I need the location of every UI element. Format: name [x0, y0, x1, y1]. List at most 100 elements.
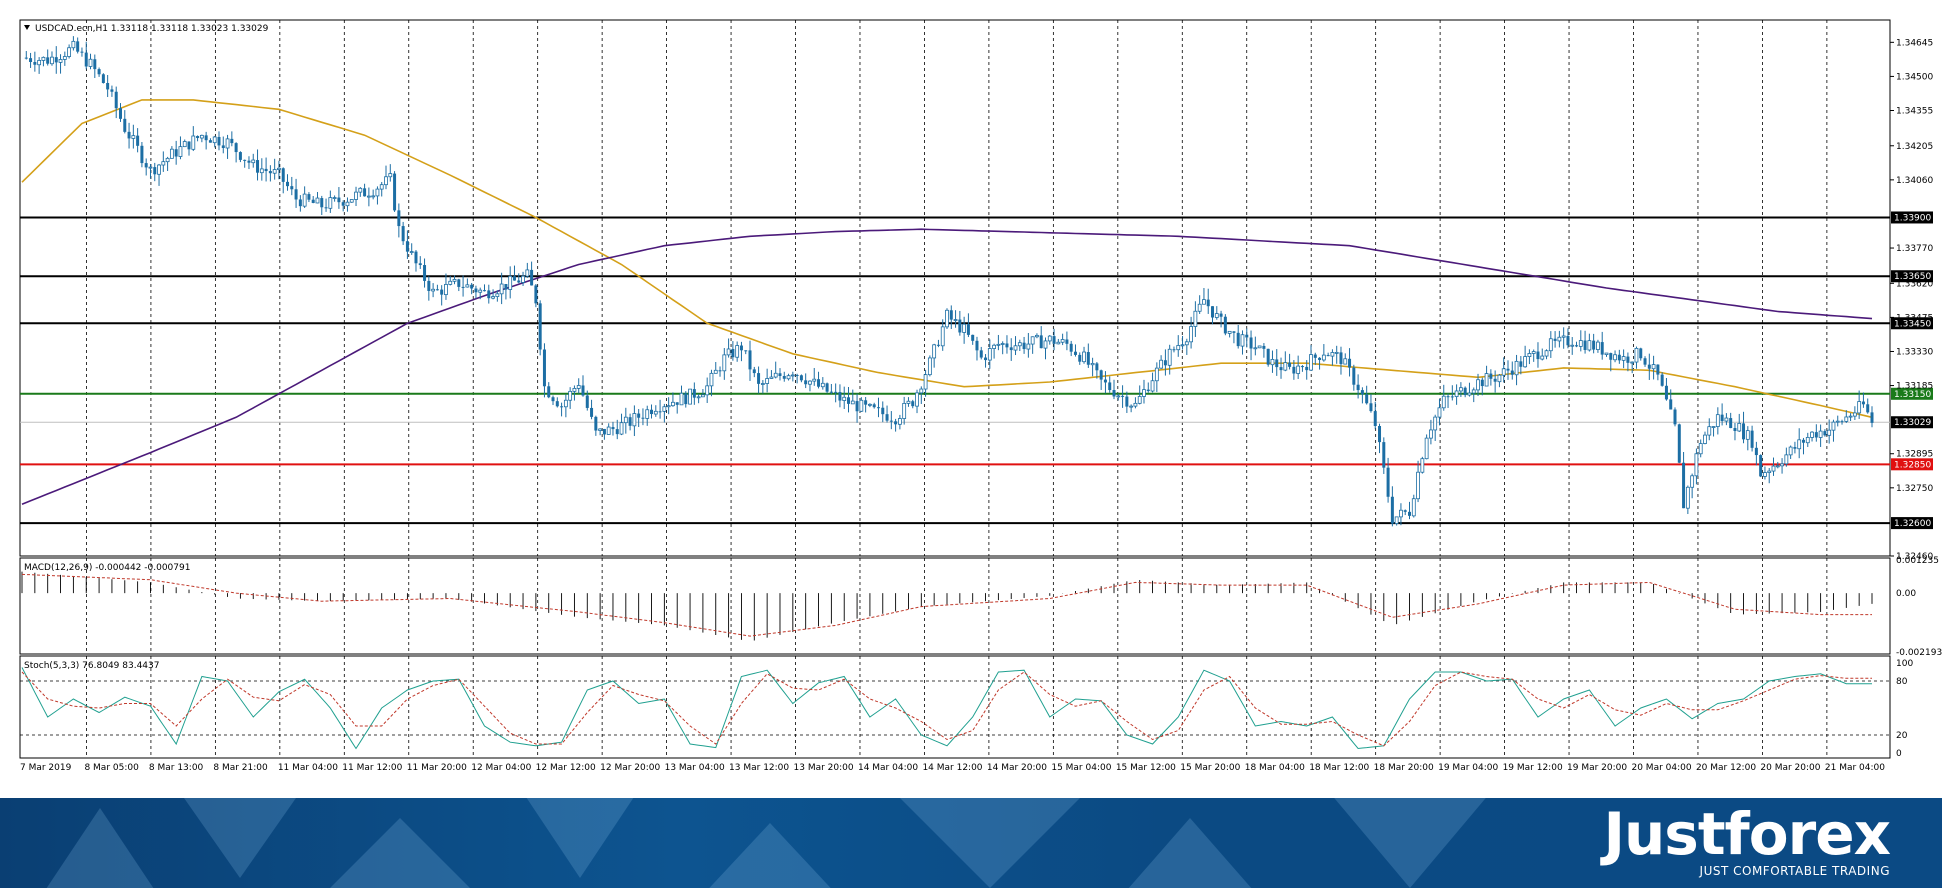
candle-body-up: [576, 385, 581, 389]
candle-body-down: [829, 391, 833, 393]
candle-body-down: [1669, 399, 1673, 410]
candle-body-down: [1112, 390, 1116, 397]
time-tick-label: 8 Mar 21:00: [213, 763, 268, 773]
candle-body-down: [427, 280, 431, 291]
candle-body-down: [1275, 359, 1279, 368]
time-tick-label: 21 Mar 04:00: [1825, 763, 1885, 773]
time-tick-label: 18 Mar 12:00: [1309, 763, 1369, 773]
candle-body-down: [1103, 379, 1107, 383]
candle-body-down: [650, 409, 654, 415]
candle-body-up: [161, 161, 166, 166]
candle-body-up: [1690, 475, 1695, 488]
candle-body-down: [24, 57, 28, 59]
candle-body-up: [1810, 431, 1814, 438]
candle-body-up: [919, 388, 924, 394]
candle-body-up: [1411, 498, 1416, 517]
candle-body-up: [1557, 336, 1562, 342]
macd-tick-label: 0.00: [1896, 589, 1916, 599]
price-tick-label: 1.34645: [1896, 38, 1933, 48]
candle-body-down: [29, 58, 33, 63]
candle-body-down: [538, 303, 542, 350]
time-tick-label: 20 Mar 04:00: [1631, 763, 1691, 773]
moving-averages: [21, 99, 1873, 506]
candle-body-down: [1073, 351, 1077, 355]
candle-body-up: [1527, 353, 1532, 357]
candle-body-down: [752, 369, 756, 374]
candle-body-up: [1540, 355, 1545, 360]
candle-body-down: [757, 373, 761, 384]
time-tick-label: 19 Mar 20:00: [1567, 763, 1627, 773]
candle-body-up: [1570, 344, 1575, 347]
candle-body-down: [1566, 335, 1570, 346]
candle-body-down: [817, 379, 821, 387]
candle-body-down: [1236, 332, 1240, 347]
candle-body-up: [1651, 364, 1656, 370]
candle-body-down: [1009, 347, 1013, 351]
candle-body-up: [705, 385, 710, 396]
price-tick-label: 1.33330: [1896, 347, 1933, 357]
candle-body-down: [1232, 331, 1236, 333]
candle-body-down: [281, 168, 285, 182]
candle-body-down: [1617, 354, 1621, 361]
candle-body-down: [474, 288, 478, 293]
candle-body-down: [975, 340, 979, 351]
candle-body-up: [1694, 453, 1699, 477]
candle-body-down: [264, 168, 268, 172]
candle-body-up: [1698, 443, 1703, 455]
candle-body-down: [393, 173, 397, 211]
candle-body-down: [718, 370, 722, 372]
candle-body-down: [1408, 511, 1411, 516]
candle-body-up: [962, 323, 967, 333]
candle-body-down: [581, 385, 585, 396]
time-tick-label: 19 Mar 12:00: [1503, 763, 1563, 773]
price-level-tag: [1891, 517, 1933, 530]
time-tick-label: 15 Mar 20:00: [1180, 763, 1240, 773]
stoch-label: Stoch(5,3,3) 76.8049 83.4437: [24, 661, 159, 671]
time-tick-label: 13 Mar 12:00: [729, 763, 789, 773]
candle-body-down: [560, 406, 564, 408]
candle-body-up: [354, 191, 358, 200]
candle-body-up: [182, 141, 187, 148]
candle-body-up: [1548, 338, 1553, 352]
triangle-down-icon[interactable]: [24, 25, 30, 30]
candle-body-up: [1133, 402, 1138, 407]
candle-body-down: [46, 57, 50, 64]
candle-body-down: [234, 143, 238, 153]
candle-body-up: [1330, 352, 1335, 357]
candle-body-up: [1035, 334, 1039, 338]
candle-body-down: [1729, 418, 1733, 429]
candle-body-down: [1506, 368, 1510, 371]
candle-body-up: [1159, 359, 1164, 369]
candle-body-down: [1065, 339, 1069, 344]
candle-body-down: [615, 429, 619, 435]
candle-body-up: [1848, 415, 1853, 418]
candle-body-down: [414, 251, 418, 264]
candle-body-down: [286, 181, 290, 187]
candle-body-down: [825, 383, 829, 392]
price-level-tag: [1891, 211, 1933, 224]
candle-body-up: [1767, 470, 1772, 473]
candle-body-up: [1167, 348, 1172, 366]
candle-body-down: [804, 380, 808, 385]
candle-body-up: [1227, 330, 1232, 334]
price-level-tag: [1891, 387, 1933, 400]
candle-body-up: [1724, 417, 1729, 422]
candle-body-down: [641, 417, 645, 419]
candle-body-up: [1763, 472, 1767, 477]
candle-body-down: [1861, 401, 1865, 405]
candle-body-up: [1613, 354, 1617, 361]
candle-body-up: [1771, 465, 1776, 472]
decor-shape: [1330, 798, 1490, 888]
candle-body-up: [1394, 516, 1399, 524]
candle-body-up: [923, 374, 928, 390]
candle-body-up: [606, 426, 611, 435]
candle-body-down: [93, 59, 97, 70]
time-tick-label: 8 Mar 05:00: [84, 763, 139, 773]
decor-shape: [520, 798, 640, 878]
candle-body-down: [487, 290, 491, 299]
candle-body-up: [1060, 339, 1065, 343]
candle-body-down: [795, 374, 799, 376]
candle-body-down: [692, 389, 696, 398]
candle-body-down: [1759, 455, 1763, 477]
chart-header[interactable]: USDCAD.ecn,H1 1.33118 1.33118 1.33023 1.…: [24, 24, 269, 34]
